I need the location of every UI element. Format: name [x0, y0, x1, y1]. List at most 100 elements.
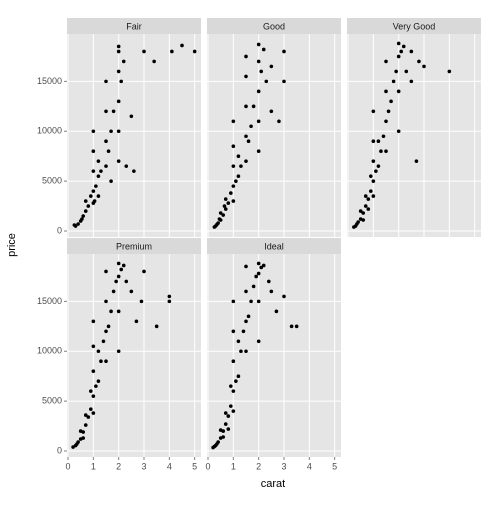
point	[366, 207, 371, 211]
point	[111, 109, 116, 114]
point	[294, 324, 299, 329]
point	[256, 271, 261, 276]
x-tick-label: 0	[66, 461, 71, 471]
point	[96, 174, 101, 178]
point	[244, 264, 248, 269]
point	[91, 189, 96, 193]
point	[116, 44, 121, 49]
point	[231, 409, 236, 413]
point	[80, 217, 84, 221]
point	[231, 359, 236, 364]
point	[376, 164, 381, 168]
point	[391, 79, 396, 84]
point	[221, 435, 226, 439]
point	[121, 59, 126, 64]
point	[223, 207, 228, 211]
point	[124, 164, 129, 168]
point	[277, 119, 281, 124]
point	[121, 263, 126, 268]
point	[229, 384, 233, 388]
point	[106, 149, 111, 154]
y-tick-label: 5000	[42, 396, 62, 406]
point	[256, 59, 261, 64]
point	[269, 64, 274, 69]
point	[229, 191, 233, 195]
point	[116, 159, 121, 163]
point	[91, 149, 96, 154]
point	[154, 324, 159, 329]
point	[216, 221, 220, 225]
y-tick-label: 0	[57, 445, 62, 455]
point	[234, 379, 238, 383]
point	[239, 164, 243, 168]
point	[361, 218, 366, 222]
point	[116, 349, 121, 354]
point	[91, 344, 96, 349]
point	[244, 289, 248, 294]
point	[384, 59, 388, 64]
point	[404, 69, 409, 74]
strip	[207, 238, 341, 254]
point	[289, 324, 294, 329]
point	[394, 69, 398, 74]
point	[221, 213, 226, 217]
point	[371, 139, 376, 144]
point	[91, 411, 96, 415]
point	[256, 299, 261, 304]
point	[374, 169, 378, 173]
strip-text: Fair	[126, 21, 142, 31]
point	[76, 440, 80, 444]
point	[104, 139, 108, 144]
point	[83, 423, 88, 427]
point	[447, 69, 452, 74]
point	[231, 164, 236, 168]
point	[129, 289, 134, 294]
point	[119, 79, 124, 84]
point	[256, 89, 261, 94]
point	[81, 214, 86, 218]
point	[104, 359, 108, 364]
point	[231, 184, 236, 188]
point	[231, 389, 236, 393]
strip	[67, 238, 201, 254]
point	[116, 261, 121, 266]
y-tick-label: 15000	[37, 76, 62, 86]
panel	[207, 254, 341, 457]
y-tick-label: 0	[57, 225, 62, 235]
point	[221, 429, 226, 433]
point	[89, 194, 93, 198]
point	[96, 379, 101, 383]
point	[139, 299, 144, 304]
point	[369, 189, 373, 193]
point	[231, 329, 236, 334]
point	[192, 49, 197, 54]
point	[111, 289, 116, 294]
point	[264, 79, 269, 84]
point	[282, 79, 286, 84]
x-axis-title: carat	[261, 478, 285, 490]
x-tick-label: 4	[167, 461, 172, 471]
point	[167, 299, 172, 304]
point	[231, 144, 236, 149]
point	[86, 415, 91, 419]
point	[371, 159, 376, 163]
point	[361, 211, 366, 215]
point	[384, 149, 388, 154]
point	[116, 99, 121, 104]
point	[91, 319, 96, 324]
point	[371, 109, 376, 114]
y-axis-title: price	[6, 233, 18, 257]
point	[223, 197, 228, 201]
point	[246, 139, 251, 144]
point	[244, 349, 248, 354]
point	[251, 104, 256, 109]
point	[229, 404, 233, 408]
point	[226, 427, 231, 431]
y-tick-label: 10000	[37, 126, 62, 136]
x-tick-label: 2	[256, 461, 261, 471]
point	[396, 89, 401, 94]
point	[236, 154, 241, 158]
point	[274, 309, 279, 314]
point	[76, 222, 80, 226]
strip-text: Very Good	[393, 21, 436, 31]
